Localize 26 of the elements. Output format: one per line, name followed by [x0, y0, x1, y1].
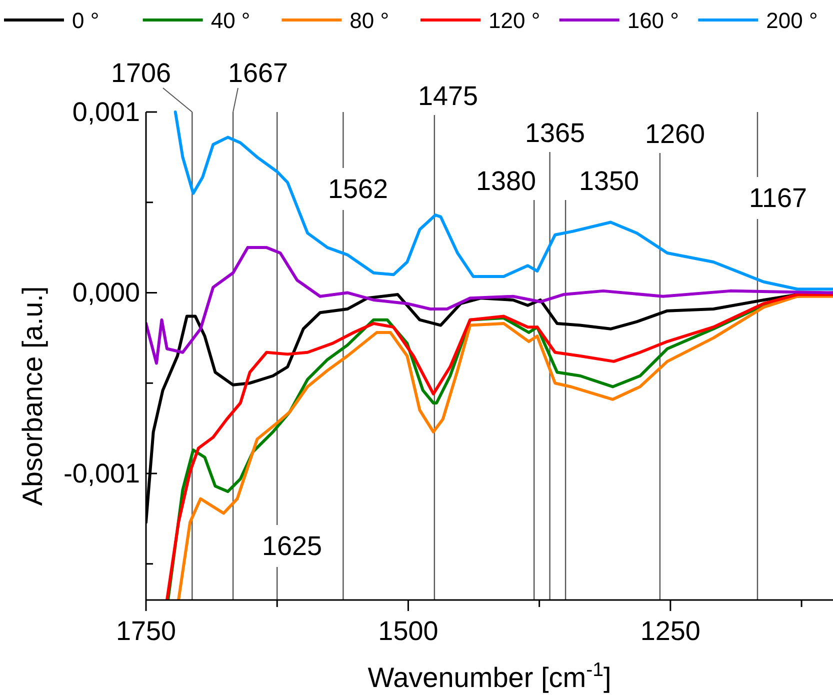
y-tick-label: 0,001	[72, 97, 140, 127]
y-tick-label: 0,000	[72, 278, 140, 308]
ref-line-label: 1667	[228, 58, 288, 88]
ref-line-label: 1167	[748, 183, 808, 213]
x-axis-title: Wavenumber [cm$^{-1}$]	[368, 659, 612, 693]
ref-line-label: 1475	[418, 81, 478, 111]
x-tick-label: 1750	[116, 616, 176, 646]
y-axis-title: Absorbance [a.u.]	[17, 286, 48, 506]
legend-label: 200 °	[766, 8, 818, 33]
y-tick-label: -0,001	[63, 458, 140, 488]
line-series	[146, 246, 833, 365]
ref-line-label: 1562	[328, 174, 388, 204]
ref-line-label: 1260	[644, 119, 706, 149]
ref-line-label: 1380	[476, 166, 536, 196]
legend-label: 160 °	[627, 8, 679, 33]
x-tick-label: 1250	[640, 616, 700, 646]
ref-line-label: 1625	[262, 531, 322, 561]
ref-line-label: 1706	[110, 58, 172, 88]
legend-label: 0 °	[72, 8, 100, 33]
legend-label: 80 °	[350, 8, 390, 33]
legend-label: 40 °	[210, 8, 250, 33]
line-series	[174, 110, 833, 291]
legend-label: 120 °	[488, 8, 540, 33]
ref-line-label: 1350	[578, 166, 640, 196]
x-tick-label: 1500	[378, 616, 438, 646]
ref-line-label: 1365	[524, 118, 586, 148]
